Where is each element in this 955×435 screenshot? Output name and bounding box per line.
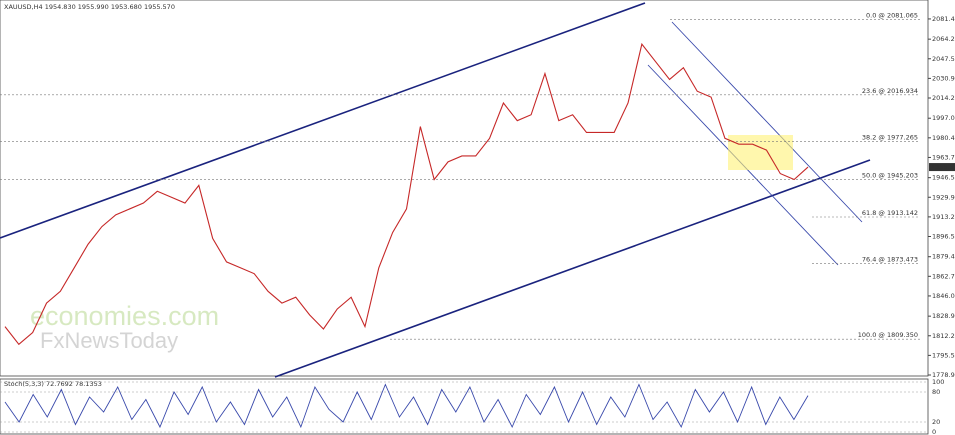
y-tick-label: 1846.080 [932,292,955,300]
channel-lower [274,159,871,378]
fib-label: 38.2 @ 1977.265 [862,134,918,142]
stoch-line [4,383,809,429]
highlight-zone [728,135,793,170]
price-line [4,42,809,346]
last-price-box [929,163,955,172]
y-tick-label: 1812.245 [932,332,955,340]
fib-label: 23.6 @ 2016.934 [862,87,918,95]
main-frame [0,0,929,377]
fib-label: 0.0 @ 2081.065 [866,11,918,19]
fib-label: 76.4 @ 1873.473 [862,256,918,264]
y-tick-label: 1980.41 [932,134,955,142]
y-tick-label: 2064.24 [932,35,955,43]
y-tick-label: 1997.075 [932,114,955,122]
y-tick-label: 1896.580 [932,232,955,240]
y-tick-label: 1929.91 [932,193,955,201]
y-tick-label: 2047.575 [932,55,955,63]
y-tick-label: 2030.91 [932,74,955,82]
watermark: economies.com [30,301,219,331]
y-tick-label: 1913.245 [932,213,955,221]
y-tick-label: 1963.745 [932,153,955,161]
y-tick-label: 1778.915 [932,371,955,379]
channel-upper [0,2,646,239]
y-tick-label: 1828.910 [932,312,955,320]
fib-label: 50.0 @ 1945.203 [862,171,918,179]
chart-title: XAUUSD,H4 1954.830 1955.990 1953.680 195… [4,3,175,11]
y-tick-label: 2014.245 [932,94,955,102]
osc-title: Stoch(5,3,3) 72.7692 78.1353 [4,380,102,388]
osc-frame [0,378,929,435]
osc-tick-label: 0 [932,428,936,435]
osc-tick-label: 20 [932,418,940,426]
y-tick-label: 1862.745 [932,272,955,280]
fib-label: 61.8 @ 1913.142 [862,209,918,217]
watermark: FxNewsToday [40,328,178,353]
last-price-label: 1955.57 [931,163,955,171]
down-channel-upper [671,21,863,223]
y-tick-label: 2081.415 [932,15,955,23]
osc-tick-label: 80 [932,388,940,396]
y-tick-label: 1946.575 [932,174,955,182]
fib-label: 100.0 @ 1809.350 [858,331,918,339]
y-tick-label: 1879.41 [932,253,955,261]
y-tick-label: 1795.580 [932,351,955,359]
osc-tick-label: 100 [932,378,944,386]
